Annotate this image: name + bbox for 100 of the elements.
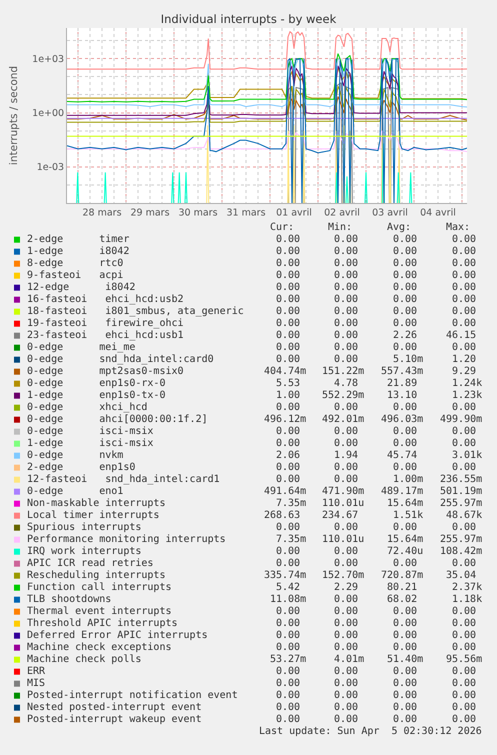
text: 0.00	[393, 690, 418, 701]
text: 489.17m	[381, 486, 424, 497]
text: Min:	[328, 222, 352, 233]
text: 0.00	[334, 354, 358, 365]
text: 471.90m	[322, 486, 364, 497]
text: 0.00	[452, 630, 476, 641]
text: 0.00	[276, 294, 300, 305]
legend-label: Nested posted-interrupt event	[27, 702, 202, 713]
x-tick-label: 29 mars	[130, 207, 170, 218]
x-tick-label: 01 avril	[276, 207, 312, 218]
legend-label: 12-edge i8042	[27, 282, 136, 293]
text: 255.97m	[440, 534, 482, 545]
text: 0.00	[276, 546, 300, 557]
legend-label: Local timer interrupts	[27, 510, 160, 521]
text: 1.00	[276, 390, 300, 401]
text: 0.00	[452, 714, 476, 725]
legend-label: Threshold APIC interrupts	[27, 618, 178, 629]
text: 0.00	[276, 642, 300, 653]
text: 80.21	[387, 582, 418, 593]
legend-label: Machine check polls	[27, 654, 142, 665]
text: 46.15	[446, 330, 476, 341]
text: 0.00	[393, 234, 418, 245]
legend-label: 2-edge timer	[27, 234, 130, 245]
text: 0.00	[452, 246, 476, 257]
legend-label: 18-fasteoi i801_smbus, ata_generic	[27, 306, 244, 317]
text: 0.00	[334, 594, 358, 605]
chart-title: Individual interrupts - by week	[160, 12, 337, 26]
legend-label: Posted-interrupt wakeup event	[27, 714, 202, 725]
text: 151.22m	[322, 366, 364, 377]
text: 0.00	[452, 294, 476, 305]
text: 0.00	[452, 270, 476, 281]
legend-label: 19-fasteoi firewire_ohci	[27, 318, 184, 329]
legend-label: MIS	[27, 678, 46, 689]
x-tick-label: 31 mars	[226, 207, 266, 218]
legend-label: 0-edge mpt2sas0-msix0	[27, 366, 184, 377]
text: 0.00	[393, 642, 418, 653]
text: 0.00	[334, 282, 358, 293]
text: 0.00	[393, 462, 418, 473]
text: 0.00	[276, 342, 300, 353]
legend-label: 0-edge snd_hda_intel:card0	[27, 354, 214, 365]
text: 4.78	[334, 378, 358, 389]
legend-label: 1-edge enp1s0-tx-0	[27, 390, 166, 401]
text: 7.35m	[276, 498, 306, 509]
legend-label: TLB shootdowns	[27, 594, 112, 605]
text: 492.01m	[322, 414, 364, 425]
text: 0.00	[452, 642, 476, 653]
text: 0.00	[334, 678, 358, 689]
text: 499.90m	[440, 414, 482, 425]
legend-label: Posted-interrupt notification event	[27, 690, 238, 701]
text: 491.64m	[264, 486, 306, 497]
text: 404.74m	[264, 366, 306, 377]
text: 0.00	[452, 234, 476, 245]
legend-label: Non-maskable interrupts	[27, 498, 166, 509]
text: 0.00	[276, 234, 300, 245]
text: 0.00	[334, 522, 358, 533]
y-axis-title: interrupts / second	[8, 66, 20, 166]
text: 0.00	[452, 438, 476, 449]
text: 0.00	[276, 606, 300, 617]
legend-label: 0-edge ahci[0000:00:1f.2]	[27, 414, 208, 425]
text: 0.00	[393, 306, 418, 317]
text: 0.00	[393, 606, 418, 617]
text: 110.01u	[322, 498, 364, 509]
y-tick-label: 1e-03	[36, 162, 64, 174]
text: 0.00	[393, 258, 418, 269]
y-tick-label: 1e+03	[32, 54, 64, 65]
legend-label: 0-edge mei_me	[27, 342, 136, 353]
text: 0.00	[393, 702, 418, 713]
text: 1.00m	[393, 474, 424, 485]
text: 0.00	[276, 402, 300, 413]
text: 0.00	[393, 294, 418, 305]
text: 0.00	[452, 558, 476, 569]
text: 0.00	[276, 438, 300, 449]
legend-label: 0-edge xhci_hcd	[27, 402, 148, 413]
text: 0.00	[452, 306, 476, 317]
legend-label: Function call interrupts	[27, 582, 172, 593]
text: 720.87m	[381, 570, 424, 581]
legend-label: Rescheduling interrupts	[27, 570, 166, 581]
text: 0.00	[334, 438, 358, 449]
text: 2.26	[393, 330, 418, 341]
text: 0.00	[393, 678, 418, 689]
text: 0.00	[393, 426, 418, 437]
x-tick-label: 04 avril	[420, 207, 456, 218]
text: 496.12m	[264, 414, 306, 425]
text: 0.00	[334, 714, 358, 725]
text: 0.00	[393, 282, 418, 293]
text: 2.37k	[452, 582, 482, 593]
line-series	[67, 130, 467, 152]
text: 0.00	[393, 630, 418, 641]
text: 0.00	[393, 522, 418, 533]
text: 0.00	[276, 618, 300, 629]
text: 51.40m	[387, 654, 424, 665]
text: 108.42m	[440, 546, 482, 557]
text: 0.00	[276, 246, 300, 257]
legend-label: 16-fasteoi ehci_hcd:usb2	[27, 294, 184, 305]
text: 0.00	[452, 690, 476, 701]
text: 0.00	[393, 402, 418, 413]
text: 0.00	[393, 246, 418, 257]
legend-label: 9-fasteoi acpi	[27, 270, 124, 281]
text: 3.01k	[452, 450, 482, 461]
text: 0.00	[276, 474, 300, 485]
